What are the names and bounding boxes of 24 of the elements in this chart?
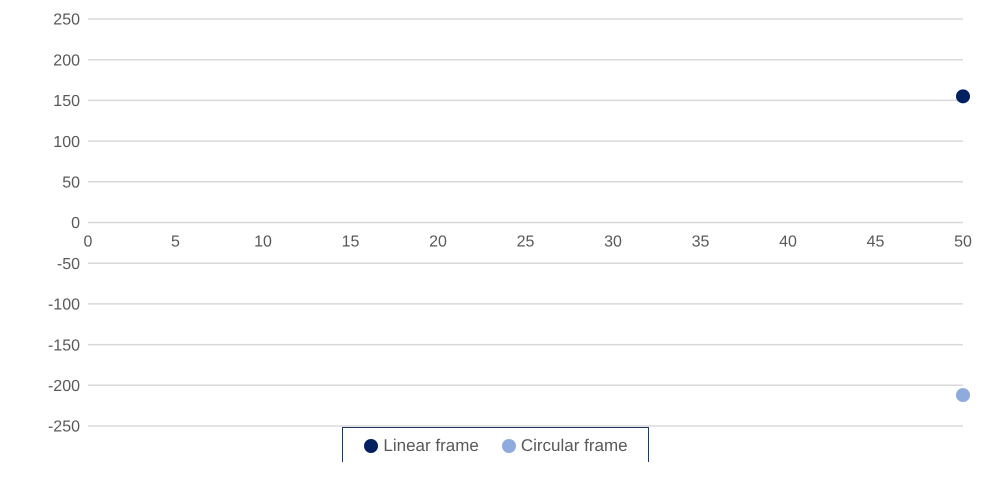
y-tick-label: 100 — [53, 134, 80, 151]
y-tick-label: 150 — [53, 93, 80, 110]
x-tick-label: 25 — [516, 234, 534, 250]
y-tick-label: -50 — [56, 256, 80, 273]
x-tick-label: 30 — [604, 234, 622, 250]
x-tick-label: 40 — [779, 234, 797, 250]
x-tick-label: 35 — [692, 234, 710, 250]
y-tick-label: -200 — [48, 378, 80, 395]
y-tick-label: 250 — [53, 12, 80, 29]
x-tick-label: 20 — [429, 234, 447, 250]
x-tick-label: 0 — [84, 234, 93, 250]
y-tick-label: -250 — [48, 418, 80, 436]
x-tick-label: 50 — [954, 234, 972, 250]
y-tick-label: -150 — [48, 337, 80, 354]
y-tick-label: -100 — [48, 296, 80, 314]
x-tick-label: 5 — [171, 234, 180, 250]
legend-label: Circular frame — [520, 436, 628, 456]
y-tick-label: 50 — [62, 174, 80, 192]
legend-label: Linear frame — [382, 436, 479, 456]
x-tick-label: 45 — [866, 234, 884, 250]
y-tick-label: 0 — [71, 215, 80, 232]
x-tick-label: 15 — [342, 234, 360, 250]
y-tick-label: 200 — [53, 52, 80, 70]
x-tick-label: 10 — [254, 234, 272, 250]
